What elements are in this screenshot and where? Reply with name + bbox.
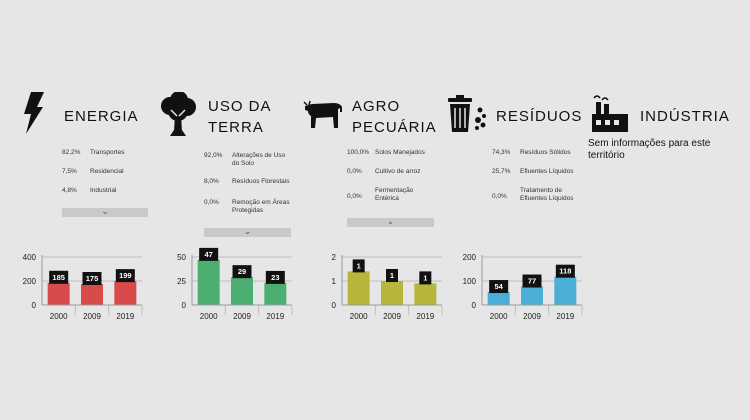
data-label-box: [419, 271, 432, 285]
y-tick-label: 0: [332, 301, 337, 310]
x-tick-label: 2000: [200, 312, 218, 321]
bar[interactable]: [381, 281, 403, 305]
y-tick-label: 200: [23, 277, 37, 286]
bar[interactable]: [197, 259, 220, 305]
y-tick-label: 0: [32, 301, 37, 310]
chevron-down-icon: ⌄: [243, 226, 252, 236]
bar[interactable]: [264, 282, 287, 305]
trash-can-icon: [448, 95, 486, 132]
y-tick-label: 2: [332, 253, 337, 262]
data-label: 185: [52, 273, 65, 282]
x-tick-label: 2019: [116, 312, 134, 321]
sector-energia: ENERGIA 82,2% Transportes 7,5% Residencial…: [0, 0, 150, 420]
sector-title: INDÚSTRIA: [640, 108, 730, 125]
sector-title: USO DA TERRA: [208, 98, 272, 136]
tree-icon: [161, 92, 196, 136]
x-tick-label: 2019: [416, 312, 434, 321]
data-label: 54: [494, 282, 503, 291]
data-label: 1: [423, 273, 427, 282]
data-label: 118: [559, 267, 571, 276]
sector-title: RESÍDUOS: [496, 108, 583, 125]
data-label-box: [489, 280, 509, 294]
no-info-text: Sem informações para este território: [588, 138, 711, 161]
bar[interactable]: [81, 284, 103, 305]
sector-agropecuaria: AGRO PECUÁRIA 100,0% Solos Manejados 0,0% C…: [300, 0, 450, 420]
y-tick-label: 100: [463, 277, 477, 286]
y-tick-label: 25: [177, 277, 186, 286]
expand-button[interactable]: ⌄: [204, 226, 291, 237]
data-label: 47: [204, 250, 212, 259]
sector-title: AGRO PECUÁRIA: [352, 98, 437, 136]
factory-icon: [592, 95, 628, 132]
data-label: 199: [119, 271, 132, 280]
bar[interactable]: [414, 283, 437, 305]
sector-residuos: RESÍDUOS 74,3% Resíduos Sólidos 25,7% Eflu…: [440, 0, 590, 420]
data-label: 29: [238, 267, 246, 276]
chevron-down-icon: ⌄: [101, 206, 109, 216]
expand-button[interactable]: ⌄: [347, 216, 434, 227]
data-label: 23: [271, 273, 279, 282]
chevron-down-icon: ⌄: [386, 216, 395, 226]
bar[interactable]: [231, 277, 253, 305]
data-label-box: [232, 265, 252, 279]
expand-button[interactable]: ⌄: [62, 206, 148, 217]
bar-chart: 0 100 200 54 2000 77 2009 118 2019: [463, 253, 583, 321]
data-label-box: [386, 269, 398, 282]
x-tick-label: 2000: [490, 312, 508, 321]
x-tick-label: 2009: [83, 312, 101, 321]
data-label-box: [352, 259, 365, 273]
data-label-box: [522, 274, 542, 288]
y-tick-label: 400: [23, 253, 37, 262]
sector-uso-da-terra: USO DA TERRA 92,0% Alterações de Uso do So…: [150, 0, 300, 420]
x-tick-label: 2019: [556, 312, 574, 321]
bar[interactable]: [114, 281, 137, 305]
data-label-box: [555, 264, 575, 278]
data-label: 175: [86, 274, 99, 283]
y-tick-label: 0: [472, 301, 477, 310]
y-tick-label: 1: [332, 277, 337, 286]
bar[interactable]: [347, 271, 370, 305]
data-label: 77: [528, 277, 536, 286]
data-label: 1: [357, 261, 361, 270]
data-label-box: [49, 270, 69, 284]
y-tick-label: 200: [463, 253, 477, 262]
x-tick-label: 2019: [266, 312, 284, 321]
bar-chart: 0 200 400 185 2000 175 2009 199 2019: [23, 253, 143, 321]
bar-chart: 0 25 50 47 2000 29 2009 23 2019: [177, 247, 293, 321]
x-tick-label: 2009: [383, 312, 401, 321]
bar[interactable]: [487, 292, 510, 305]
sector-industria: INDÚSTRIA Sem informações para este terr…: [588, 0, 750, 420]
data-label: 1: [390, 271, 394, 280]
bar[interactable]: [554, 276, 577, 305]
cow-icon: [303, 100, 342, 128]
data-label-box: [82, 272, 102, 285]
y-tick-label: 50: [177, 253, 186, 262]
bar[interactable]: [521, 286, 543, 305]
x-tick-label: 2000: [50, 312, 68, 321]
data-label-box: [199, 247, 219, 261]
x-tick-label: 2000: [350, 312, 368, 321]
bar[interactable]: [47, 282, 70, 305]
x-tick-label: 2009: [233, 312, 251, 321]
y-tick-label: 0: [182, 301, 187, 310]
data-label-box: [265, 270, 285, 284]
x-tick-label: 2009: [523, 312, 541, 321]
lightning-bolt-icon: [24, 92, 44, 134]
bar-chart: 0 1 2 1 2000 1 2009 1 2019: [332, 253, 443, 321]
data-label-box: [115, 269, 135, 283]
sector-title: ENERGIA: [64, 108, 139, 125]
